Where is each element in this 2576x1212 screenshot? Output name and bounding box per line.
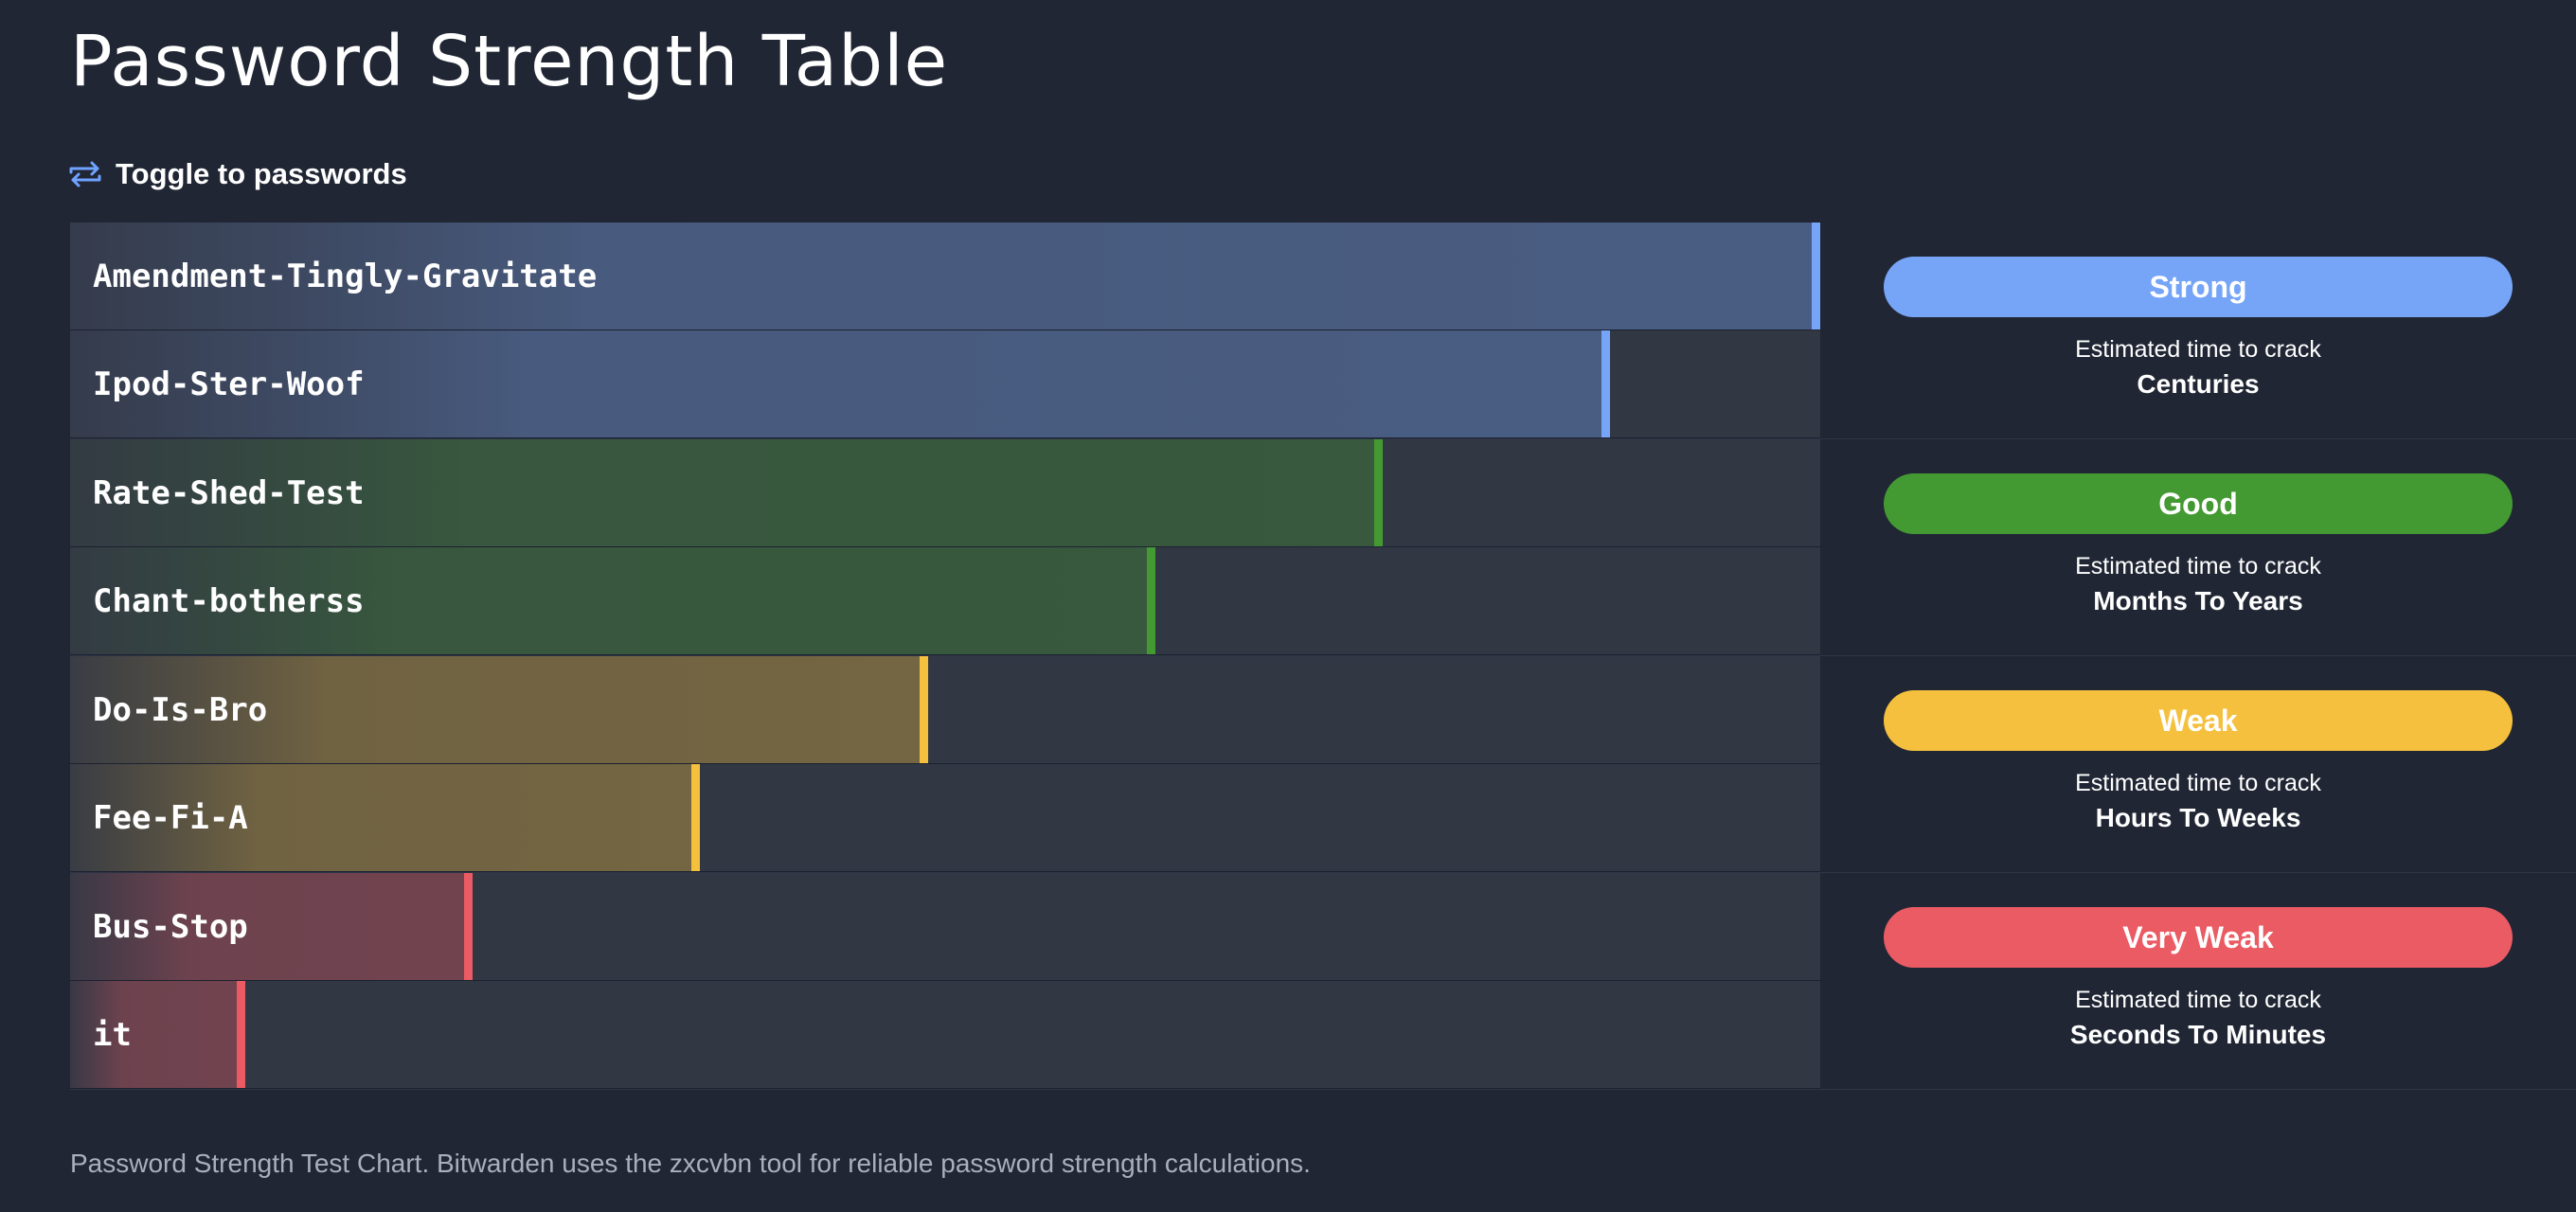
strength-bar (70, 873, 474, 980)
table-row: Chant-botherss (70, 547, 1820, 655)
table-row: Do-Is-Bro (70, 656, 1820, 764)
strength-group: Rate-Shed-Test Chant-botherss Good Estimate… (70, 439, 2576, 656)
strength-bar (70, 656, 928, 763)
strength-bar-edge (236, 981, 245, 1088)
table-row: Rate-Shed-Test (70, 439, 1820, 547)
strength-info: Good Estimated time to crack Months To Yea… (1820, 439, 2576, 654)
strength-bar-edge (919, 656, 928, 763)
crack-time-value: Hours To Weeks (2095, 803, 2301, 832)
strength-bar (70, 330, 1611, 437)
strength-group: Bus-Stop it Very Weak Estimated time to cra… (70, 873, 2576, 1090)
crack-time-caption: Estimated time to crack (2075, 336, 2321, 363)
password-text: Chant-botherss (93, 581, 365, 620)
strength-info: Strong Estimated time to crack Centuries (1820, 223, 2576, 437)
password-text: Rate-Shed-Test (93, 473, 365, 512)
strength-bar-edge (691, 764, 701, 871)
crack-time-value: Centuries (2137, 369, 2260, 399)
password-text: Do-Is-Bro (93, 690, 268, 729)
crack-time-value: Months To Years (2093, 586, 2303, 615)
crack-time-value: Seconds To Minutes (2069, 1020, 2327, 1049)
toggle-passwords-button[interactable]: Toggle to passwords (68, 157, 407, 191)
bar-column: Bus-Stop it (70, 873, 1820, 1089)
password-text: Amendment-Tingly-Gravitate (93, 257, 598, 295)
toggle-passwords-label: Toggle to passwords (116, 157, 407, 190)
table-row: Ipod-Ster-Woof (70, 330, 1820, 438)
crack-time-caption: Estimated time to crack (2075, 553, 2321, 579)
page-title: Password Strength Table (70, 21, 949, 102)
strength-bar (70, 547, 1155, 654)
strength-badge: Good (1884, 473, 2513, 534)
crack-time-caption: Estimated time to crack (2075, 770, 2321, 796)
strength-group: Amendment-Tingly-Gravitate Ipod-Ster-Woof… (70, 223, 2576, 439)
strength-badge: Strong (1884, 257, 2513, 317)
strength-group: Do-Is-Bro Fee-Fi-A Weak Estimated time to c… (70, 656, 2576, 873)
strength-bar (70, 223, 1820, 330)
strength-bar-edge (1812, 223, 1820, 330)
footer-caption: Password Strength Test Chart. Bitwarden … (70, 1149, 1311, 1178)
strength-bar-edge (464, 873, 474, 980)
strength-bar (70, 439, 1383, 546)
table-row: Fee-Fi-A (70, 764, 1820, 872)
password-text: Bus-Stop (93, 907, 248, 946)
strength-bar-edge (1601, 330, 1611, 437)
strength-badge: Weak (1884, 690, 2513, 751)
bar-column: Rate-Shed-Test Chant-botherss (70, 439, 1820, 655)
strength-bar-edge (1374, 439, 1383, 546)
password-text: Fee-Fi-A (93, 798, 248, 837)
bar-column: Amendment-Tingly-Gravitate Ipod-Ster-Woof (70, 223, 1820, 438)
password-text: Ipod-Ster-Woof (93, 365, 365, 403)
strength-info: Weak Estimated time to crack Hours To Week… (1820, 656, 2576, 871)
table-row: it (70, 981, 1820, 1089)
strength-bar (70, 764, 701, 871)
table-row: Bus-Stop (70, 873, 1820, 981)
table-row: Amendment-Tingly-Gravitate (70, 223, 1820, 330)
strength-badge: Very Weak (1884, 907, 2513, 968)
swap-arrows-icon (68, 159, 102, 189)
crack-time-caption: Estimated time to crack (2075, 987, 2321, 1013)
strength-bar (70, 981, 245, 1088)
bar-column: Do-Is-Bro Fee-Fi-A (70, 656, 1820, 872)
strength-info: Very Weak Estimated time to crack Seconds … (1820, 873, 2576, 1088)
password-strength-table: Amendment-Tingly-Gravitate Ipod-Ster-Woof… (70, 223, 2576, 1090)
strength-bar-edge (1146, 547, 1155, 654)
password-text: it (93, 1015, 132, 1054)
